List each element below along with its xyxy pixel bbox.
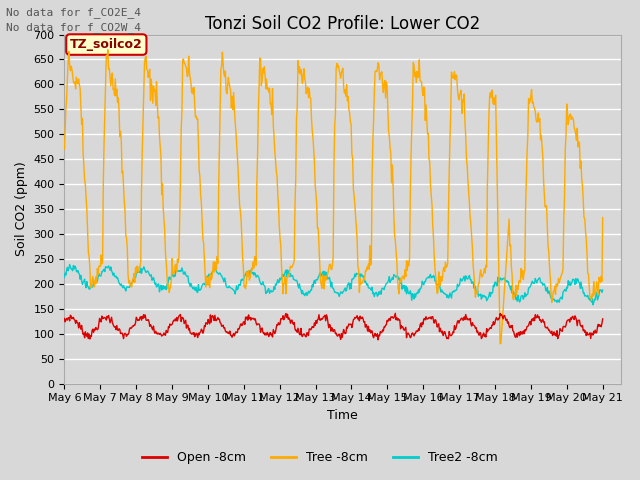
- Legend: Open -8cm, Tree -8cm, Tree2 -8cm: Open -8cm, Tree -8cm, Tree2 -8cm: [137, 446, 503, 469]
- Y-axis label: Soil CO2 (ppm): Soil CO2 (ppm): [15, 162, 28, 256]
- Text: No data for f_CO2E_4: No data for f_CO2E_4: [6, 7, 141, 18]
- Title: Tonzi Soil CO2 Profile: Lower CO2: Tonzi Soil CO2 Profile: Lower CO2: [205, 15, 480, 33]
- Text: No data for f_CO2W_4: No data for f_CO2W_4: [6, 22, 141, 33]
- Text: TZ_soilco2: TZ_soilco2: [70, 38, 143, 51]
- X-axis label: Time: Time: [327, 409, 358, 422]
